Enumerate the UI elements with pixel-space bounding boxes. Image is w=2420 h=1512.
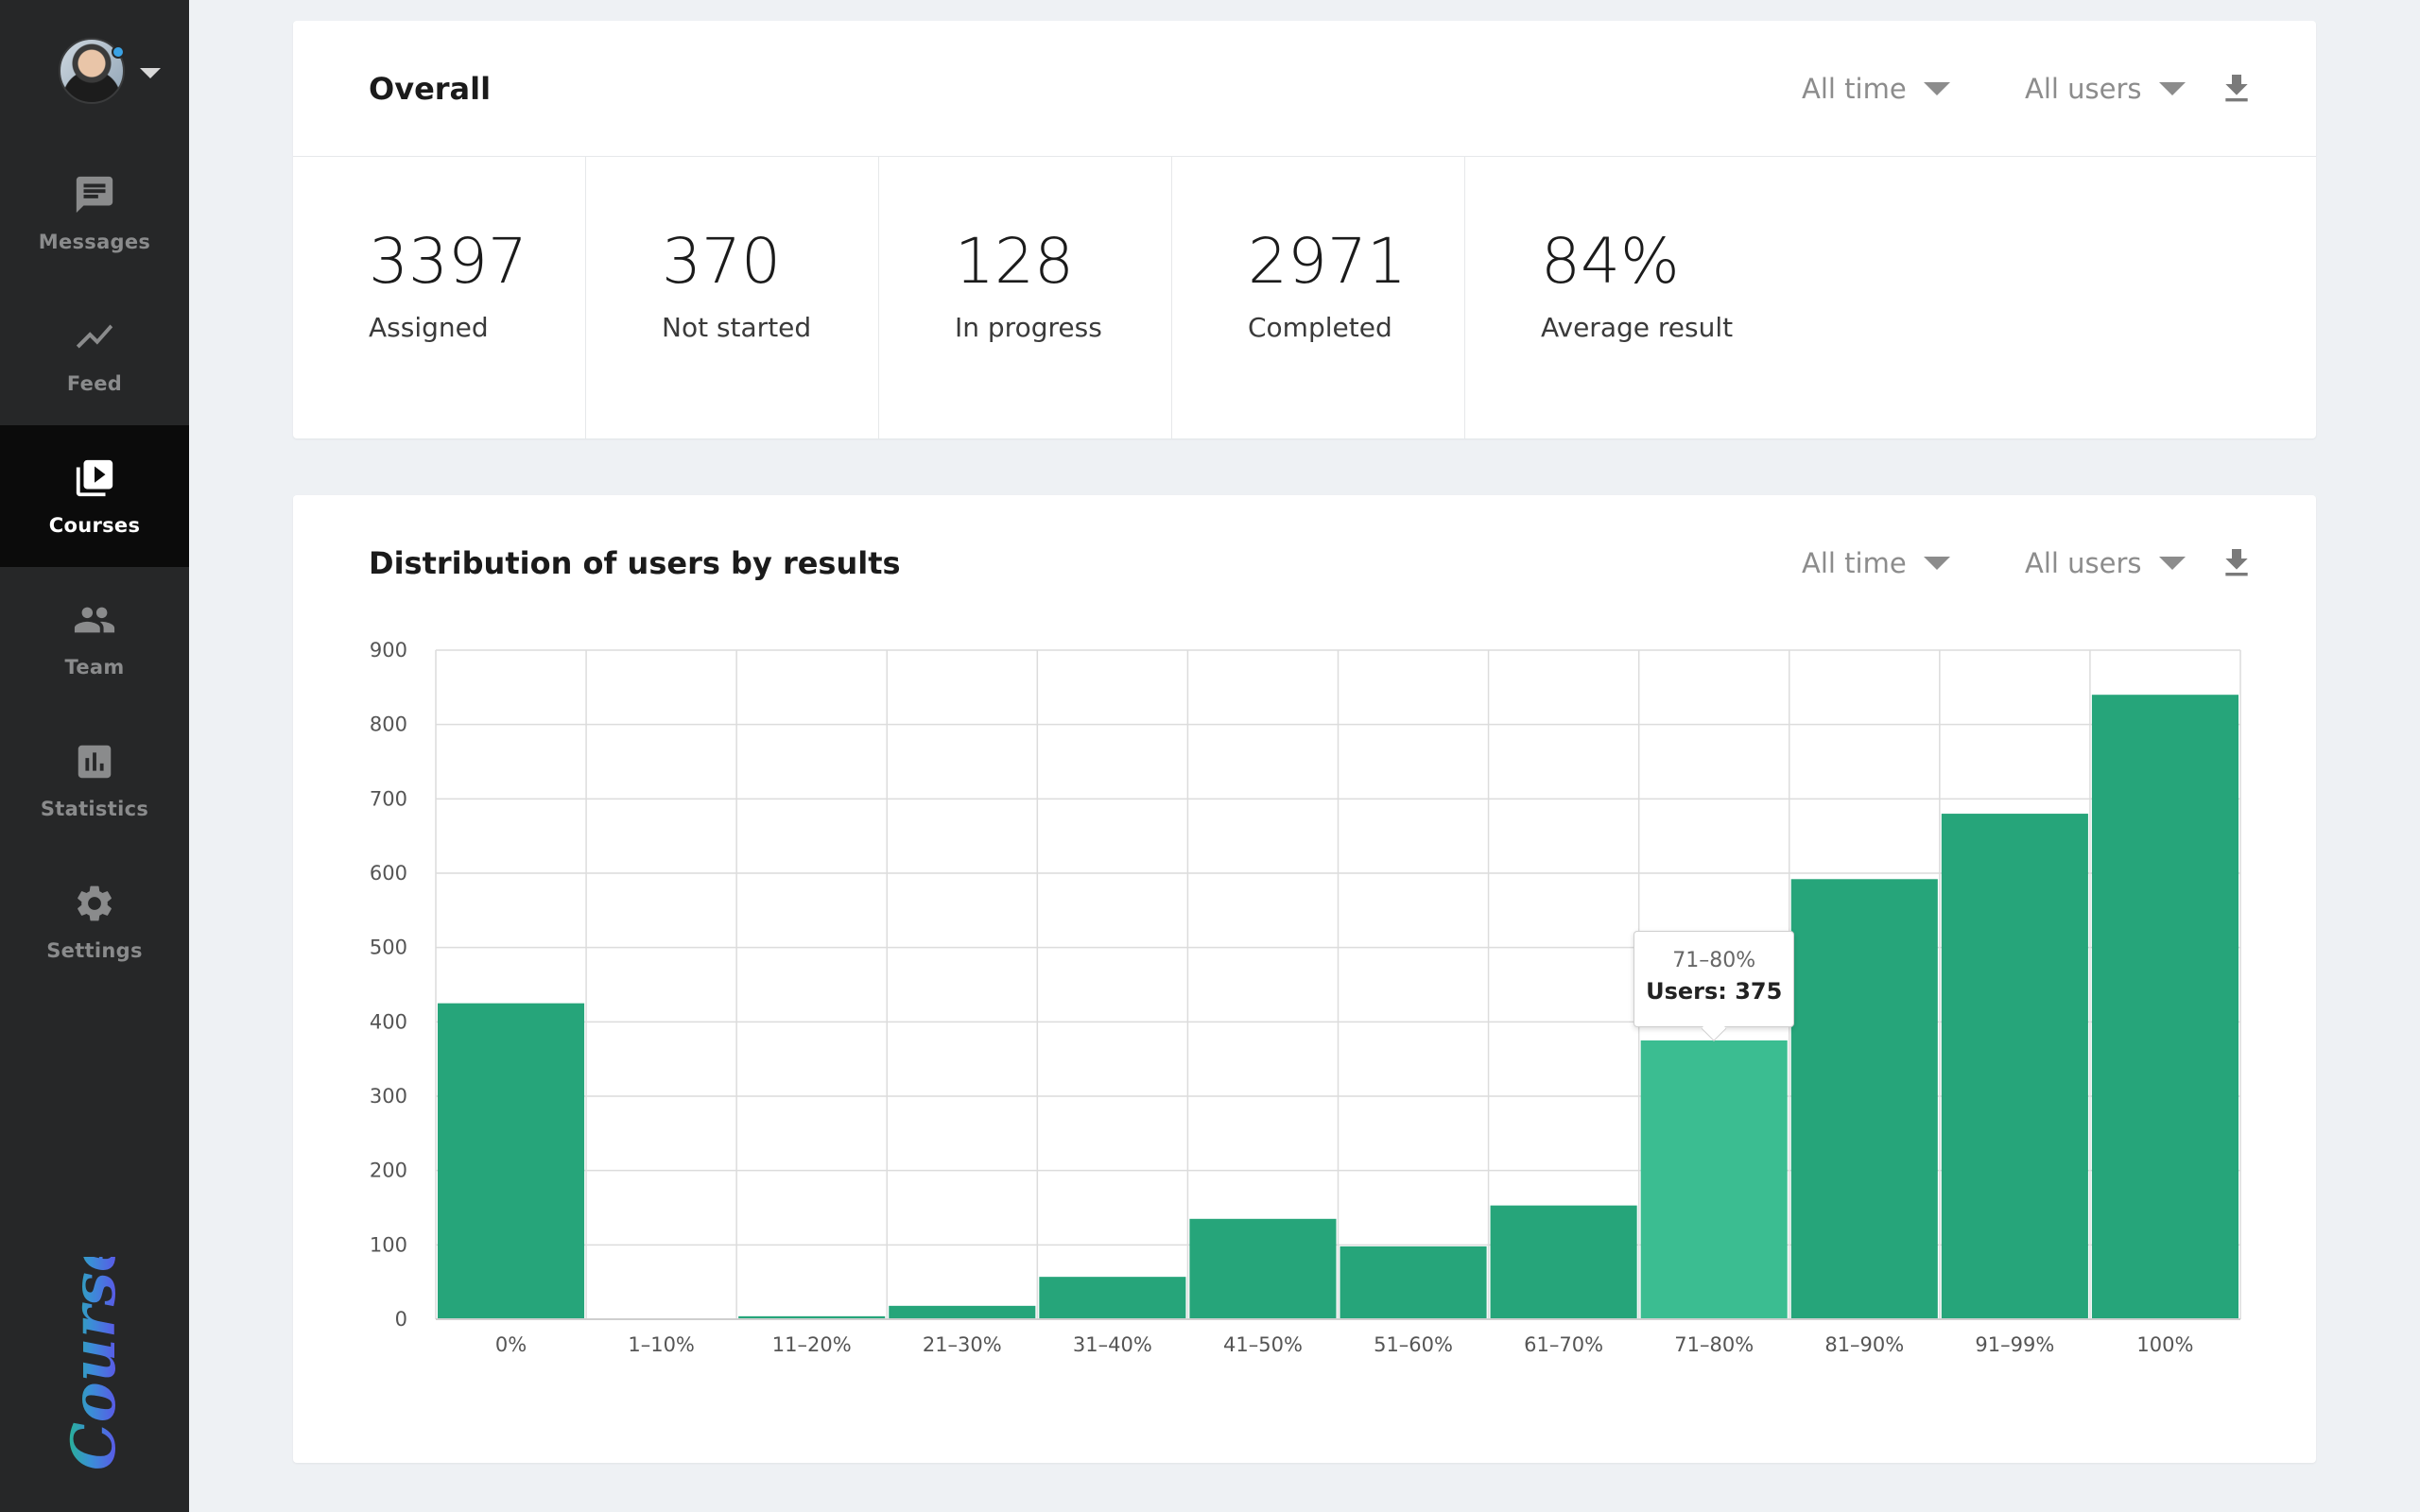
chart-canvas: 0 100 200 300 400 500 600 700 800 900 0% 1–10% 11–20… bbox=[370, 639, 2241, 1356]
gear-icon bbox=[72, 881, 117, 926]
chart-tooltip: 71–80% Users: 375 bbox=[1634, 931, 1795, 1027]
y-tick-label: 500 bbox=[370, 936, 407, 959]
stat-completed: 2971 Completed bbox=[1172, 157, 1465, 438]
chart-bar bbox=[2091, 695, 2238, 1319]
x-tick-label: 21–30% bbox=[923, 1333, 1002, 1356]
y-tick-label: 100 bbox=[370, 1233, 407, 1256]
x-tick-label: 0% bbox=[495, 1333, 527, 1356]
sidebar-nav: Messages Feed Courses Team Statistics bbox=[0, 142, 189, 992]
chart-bar bbox=[1790, 879, 1938, 1319]
sidebar-item-team[interactable]: Team bbox=[0, 567, 189, 709]
time-filter-label: All time bbox=[1802, 72, 1907, 105]
download-icon[interactable] bbox=[2218, 544, 2256, 582]
sidebar-item-label: Team bbox=[64, 656, 125, 679]
distribution-header: Distribution of users by results All tim… bbox=[293, 495, 2316, 631]
stat-label: In progress bbox=[955, 312, 1102, 343]
x-tick-label: 100% bbox=[2136, 1333, 2193, 1356]
users-filter-dropdown[interactable]: All users bbox=[2025, 73, 2186, 105]
users-filter-label: All users bbox=[2025, 547, 2142, 579]
chart-bar bbox=[889, 1305, 1036, 1319]
overall-header: Overall All time All users bbox=[293, 21, 2316, 157]
trend-icon bbox=[72, 314, 117, 359]
caret-down-icon bbox=[1923, 81, 1950, 95]
status-indicator bbox=[112, 45, 125, 59]
chart-bar bbox=[738, 1315, 886, 1319]
stat-value: 128 bbox=[955, 225, 1074, 298]
time-filter-label: All time bbox=[1802, 547, 1907, 579]
stat-label: Completed bbox=[1248, 312, 1392, 343]
courselle-logo: Courselle bbox=[52, 1149, 137, 1474]
chart-bar bbox=[1340, 1246, 1487, 1319]
caret-down-icon bbox=[2158, 557, 2186, 570]
y-tick-label: 700 bbox=[370, 787, 407, 810]
distribution-chart: 0 100 200 300 400 500 600 700 800 900 0% 1–10% 11–20… bbox=[293, 495, 2316, 1463]
sidebar-item-messages[interactable]: Messages bbox=[0, 142, 189, 284]
card-title: Overall bbox=[369, 70, 492, 107]
sidebar-item-statistics[interactable]: Statistics bbox=[0, 709, 189, 850]
x-tick-label: 71–80% bbox=[1674, 1333, 1754, 1356]
sidebar-item-label: Settings bbox=[46, 939, 143, 962]
chevron-down-icon[interactable] bbox=[140, 68, 161, 78]
x-tick-label: 11–20% bbox=[772, 1333, 852, 1356]
chart-bar bbox=[1941, 814, 2088, 1319]
y-tick-label: 200 bbox=[370, 1160, 407, 1182]
time-filter-dropdown[interactable]: All time bbox=[1802, 73, 1950, 105]
stat-label: Not started bbox=[662, 312, 812, 343]
y-tick-label: 300 bbox=[370, 1085, 407, 1108]
stat-in-progress: 128 In progress bbox=[879, 157, 1172, 438]
people-icon bbox=[72, 597, 117, 643]
tooltip-value: Users: 375 bbox=[1646, 978, 1783, 1005]
time-filter-dropdown[interactable]: All time bbox=[1802, 547, 1950, 579]
chart-bar bbox=[1039, 1277, 1186, 1319]
sidebar-item-settings[interactable]: Settings bbox=[0, 850, 189, 992]
svg-text:Courselle: Courselle bbox=[59, 1257, 130, 1470]
stat-not-started: 370 Not started bbox=[586, 157, 879, 438]
users-filter-dropdown[interactable]: All users bbox=[2025, 547, 2186, 579]
stat-label: Average result bbox=[1541, 312, 1734, 343]
sidebar-item-feed[interactable]: Feed bbox=[0, 284, 189, 425]
x-tick-label: 81–90% bbox=[1824, 1333, 1904, 1356]
sidebar-item-label: Messages bbox=[38, 231, 151, 253]
stat-value: 2971 bbox=[1248, 225, 1407, 298]
x-tick-label: 51–60% bbox=[1374, 1333, 1453, 1356]
overall-card: Overall All time All users 3397 Assigned… bbox=[293, 21, 2316, 438]
y-tick-label: 400 bbox=[370, 1010, 407, 1033]
chart-bar bbox=[1640, 1040, 1788, 1319]
card-title: Distribution of users by results bbox=[369, 545, 901, 581]
stat-value: 370 bbox=[662, 225, 781, 298]
download-icon[interactable] bbox=[2218, 70, 2256, 108]
y-tick-label: 0 bbox=[395, 1308, 407, 1331]
distribution-card: Distribution of users by results All tim… bbox=[293, 495, 2316, 1463]
y-tick-label: 900 bbox=[370, 639, 407, 662]
bar-chart-icon bbox=[72, 739, 117, 784]
chart-bar bbox=[438, 1003, 585, 1319]
stat-value: 84% bbox=[1541, 225, 1680, 298]
tooltip-category: 71–80% bbox=[1672, 949, 1756, 972]
message-icon bbox=[72, 172, 117, 217]
x-tick-label: 1–10% bbox=[628, 1333, 695, 1356]
users-filter-label: All users bbox=[2025, 72, 2142, 105]
caret-down-icon bbox=[2158, 81, 2186, 95]
video-library-icon bbox=[72, 455, 117, 501]
sidebar-item-label: Feed bbox=[66, 372, 123, 395]
sidebar-item-label: Statistics bbox=[40, 798, 149, 820]
chart-bar bbox=[1189, 1218, 1337, 1319]
stat-value: 3397 bbox=[369, 225, 527, 298]
stats-row: 3397 Assigned 370 Not started 128 In pro… bbox=[293, 157, 1938, 438]
sidebar-item-label: Courses bbox=[48, 514, 141, 537]
x-tick-label: 41–50% bbox=[1223, 1333, 1303, 1356]
stat-assigned: 3397 Assigned bbox=[293, 157, 586, 438]
x-tick-label: 61–70% bbox=[1524, 1333, 1603, 1356]
profile-menu[interactable] bbox=[59, 38, 164, 106]
chart-bar bbox=[1490, 1205, 1637, 1319]
caret-down-icon bbox=[1923, 557, 1950, 570]
x-tick-label: 91–99% bbox=[1975, 1333, 2054, 1356]
y-tick-label: 800 bbox=[370, 713, 407, 736]
y-tick-label: 600 bbox=[370, 862, 407, 885]
stat-label: Assigned bbox=[369, 312, 489, 343]
sidebar: Messages Feed Courses Team Statistics bbox=[0, 0, 189, 1512]
sidebar-item-courses[interactable]: Courses bbox=[0, 425, 189, 567]
x-tick-label: 31–40% bbox=[1073, 1333, 1152, 1356]
stat-average-result: 84% Average result bbox=[1465, 157, 1938, 438]
